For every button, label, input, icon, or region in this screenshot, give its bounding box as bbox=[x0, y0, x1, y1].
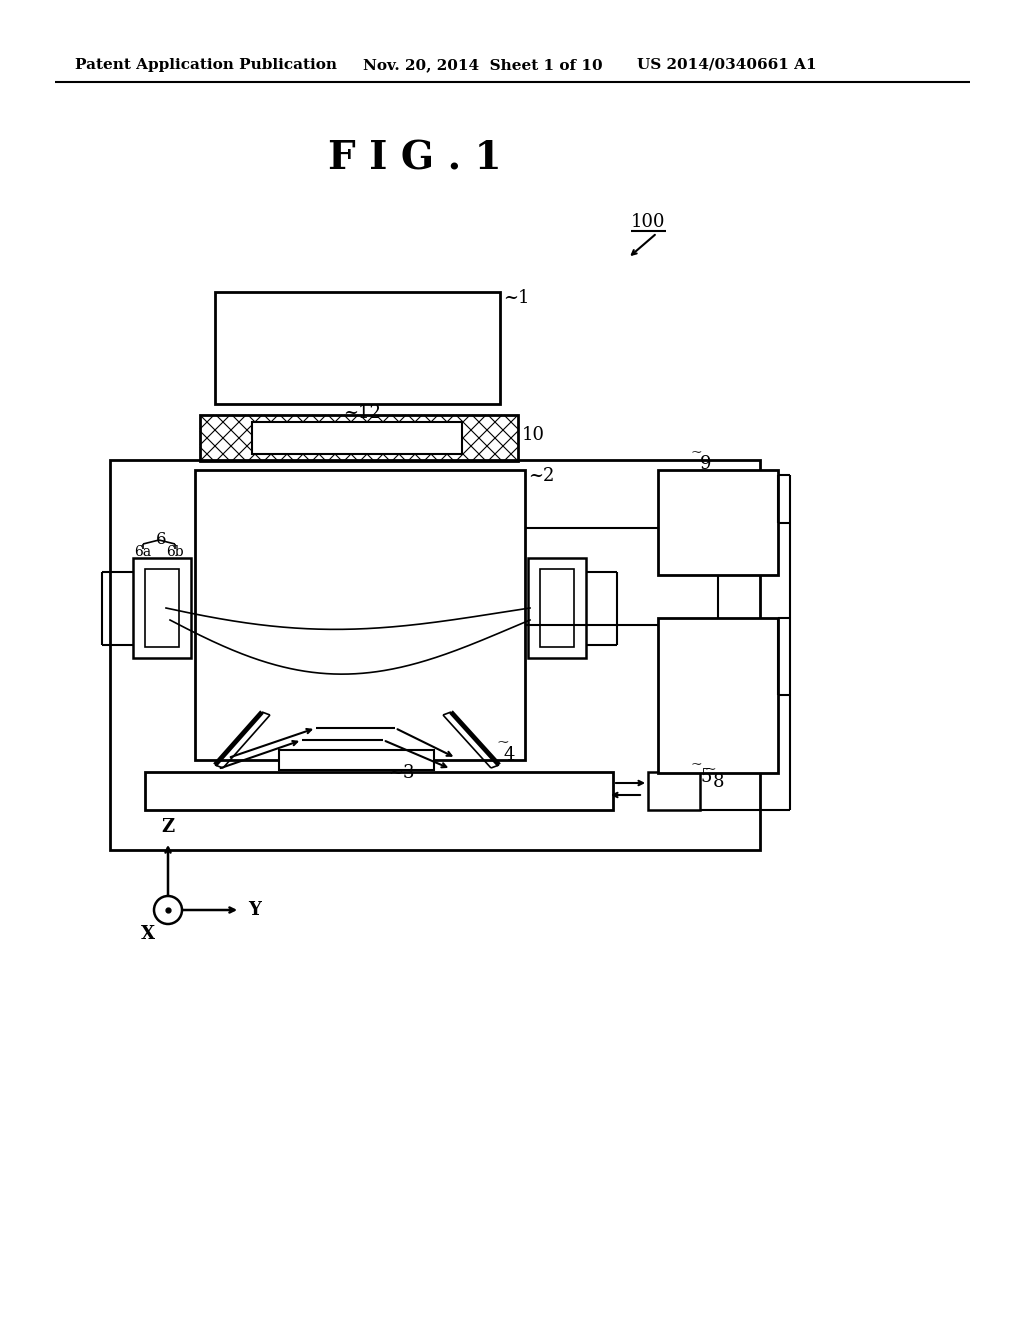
Text: F I G . 1: F I G . 1 bbox=[328, 139, 502, 177]
Bar bbox=[110, 459, 760, 850]
Text: ~2: ~2 bbox=[528, 467, 554, 484]
Bar bbox=[145, 772, 613, 810]
Bar bbox=[252, 422, 462, 454]
Text: Patent Application Publication: Patent Application Publication bbox=[75, 58, 337, 73]
Bar bbox=[195, 470, 525, 760]
Text: 9: 9 bbox=[700, 455, 712, 473]
Text: Y: Y bbox=[249, 902, 261, 919]
Text: Nov. 20, 2014  Sheet 1 of 10: Nov. 20, 2014 Sheet 1 of 10 bbox=[362, 58, 603, 73]
Text: ~: ~ bbox=[690, 446, 701, 459]
Text: 100: 100 bbox=[631, 213, 666, 231]
Bar bbox=[133, 558, 191, 657]
Bar bbox=[648, 772, 700, 810]
Bar bbox=[540, 569, 574, 647]
Text: ~: ~ bbox=[705, 763, 716, 777]
Text: 10: 10 bbox=[522, 426, 545, 444]
Text: ~: ~ bbox=[691, 758, 702, 772]
Bar bbox=[145, 569, 179, 647]
Text: ~12: ~12 bbox=[343, 404, 381, 422]
Text: Z: Z bbox=[162, 818, 174, 836]
Bar bbox=[528, 558, 586, 657]
Text: 5: 5 bbox=[700, 768, 712, 785]
Bar bbox=[658, 618, 778, 774]
Text: 8: 8 bbox=[713, 774, 725, 791]
Text: 6a: 6a bbox=[134, 545, 152, 558]
Circle shape bbox=[154, 896, 182, 924]
Text: 6b: 6b bbox=[166, 545, 184, 558]
Bar bbox=[200, 414, 518, 461]
Text: 4: 4 bbox=[504, 746, 515, 764]
Text: X: X bbox=[141, 925, 155, 942]
Text: ~: ~ bbox=[496, 737, 509, 750]
Bar bbox=[658, 470, 778, 576]
Text: US 2014/0340661 A1: US 2014/0340661 A1 bbox=[637, 58, 816, 73]
Bar bbox=[215, 292, 500, 404]
Text: ~1: ~1 bbox=[503, 289, 529, 308]
Text: ~3: ~3 bbox=[388, 764, 415, 781]
Bar bbox=[279, 750, 434, 770]
Text: 6: 6 bbox=[156, 532, 166, 549]
